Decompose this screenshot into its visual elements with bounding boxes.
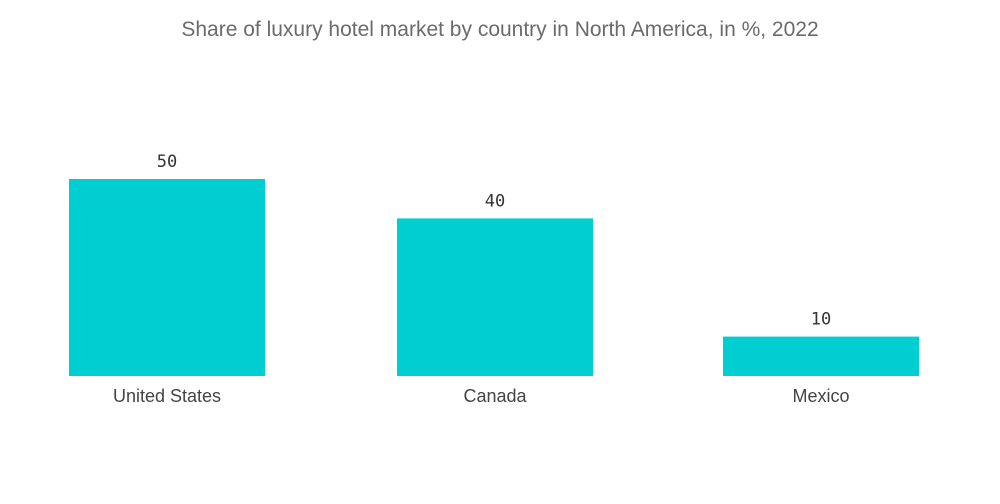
value-labels-layer: 50 40 10 [157,152,831,330]
category-label-canada: Canada [463,386,527,406]
value-label-mexico: 10 [811,310,831,330]
category-label-united-states: United States [113,386,221,406]
bar-mexico [723,336,919,376]
category-labels-layer: United States Canada Mexico [113,386,850,406]
value-label-united-states: 50 [157,152,177,172]
bar-united-states [69,179,265,376]
bars-layer [69,179,919,376]
bar-canada [397,218,593,376]
category-label-mexico: Mexico [792,386,849,406]
chart-title: Share of luxury hotel market by country … [181,18,819,41]
value-label-canada: 40 [485,191,505,211]
